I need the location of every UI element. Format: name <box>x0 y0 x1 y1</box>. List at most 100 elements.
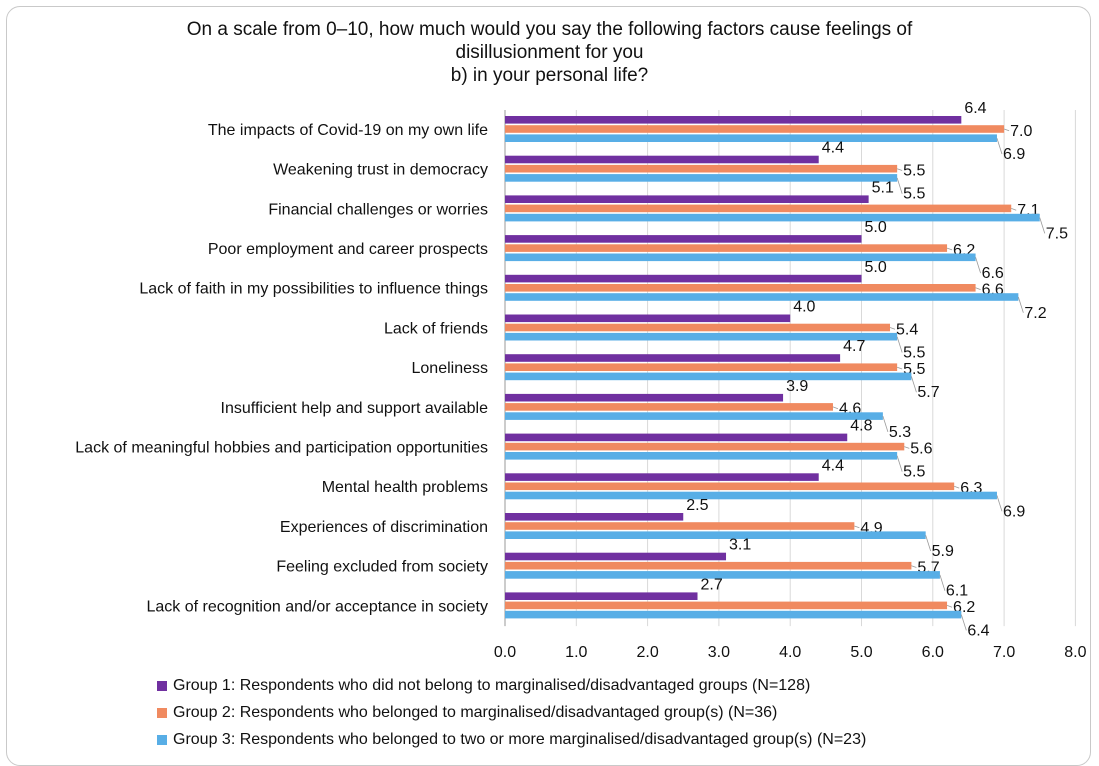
bar-group3 <box>505 452 898 460</box>
leader-line-group2 <box>897 366 903 370</box>
data-label-group1: 4.0 <box>793 299 815 316</box>
legend: Group 1: Respondents who did not belong … <box>157 672 866 753</box>
leader-line-group2 <box>911 565 917 568</box>
legend-swatch-group2 <box>157 707 167 718</box>
data-label-group1: 3.1 <box>729 537 751 554</box>
leader-line-group3 <box>882 415 889 433</box>
legend-item-group1: Group 1: Respondents who did not belong … <box>157 672 866 699</box>
bar-group2 <box>505 244 948 252</box>
x-tick-label: 4.0 <box>779 644 801 660</box>
legend-swatch-group1 <box>157 680 167 691</box>
x-tick-label: 8.0 <box>1064 644 1086 660</box>
x-tick-label: 3.0 <box>708 644 730 660</box>
x-tick-label: 6.0 <box>922 644 944 660</box>
category-label: Poor employment and career prospects <box>208 241 488 258</box>
bar-group3 <box>505 571 940 579</box>
bar-chart: 0.0 1.0 2.0 3.0 4.0 5.0 6.0 7.0 8.0 The impacts o… <box>75 100 1086 660</box>
category-label: Loneliness <box>412 360 489 377</box>
leader-line-group2 <box>1011 208 1017 211</box>
data-label-group1: 6.4 <box>964 100 986 117</box>
bar-group1 <box>505 473 819 481</box>
bar-group2 <box>505 482 955 491</box>
leader-line-group3 <box>1039 217 1046 234</box>
bar-group3 <box>505 412 883 420</box>
bar-group2 <box>505 125 1005 133</box>
leader-line-group2 <box>904 446 910 449</box>
bar-group2 <box>505 403 833 411</box>
leader-line-group3 <box>925 535 932 552</box>
data-label-group3: 6.9 <box>1003 146 1025 163</box>
data-label-group3: 5.3 <box>889 424 911 441</box>
x-tick-label: 2.0 <box>636 644 658 660</box>
data-label-group3: 6.6 <box>982 265 1004 282</box>
bar-group3 <box>505 372 912 381</box>
leader-line-group2 <box>832 406 839 410</box>
category-label: Lack of meaningful hobbies and participa… <box>75 439 488 456</box>
data-label-group2: 5.6 <box>910 440 932 457</box>
leader-line-group3 <box>996 495 1003 512</box>
title-line-2: disillusionment for you <box>455 42 644 63</box>
bar-group1 <box>505 433 848 442</box>
x-tick-label: 5.0 <box>850 644 872 660</box>
data-label-group3: 6.1 <box>946 583 968 600</box>
title-line-3: b) in your personal life? <box>450 65 649 86</box>
x-tick-label: 0.0 <box>494 644 516 660</box>
data-label-group3: 7.2 <box>1024 305 1046 322</box>
bar-group1 <box>505 235 862 243</box>
bar-group2 <box>505 164 898 173</box>
bar-group1 <box>505 592 698 600</box>
data-label-group1: 2.7 <box>701 576 723 593</box>
legend-label-group2: Group 2: Respondents who belonged to mar… <box>173 703 778 721</box>
bar-group2 <box>505 442 905 451</box>
bar-group2 <box>505 601 948 610</box>
bar-group1 <box>505 155 819 164</box>
data-label-group3: 5.9 <box>932 543 954 560</box>
bar-group1 <box>505 393 784 402</box>
data-label-group3: 5.7 <box>917 384 939 401</box>
bar-group3 <box>505 253 976 262</box>
category-label: Lack of faith in my possibilities to inf… <box>139 281 488 298</box>
leader-line-group3 <box>1017 296 1024 313</box>
leader-line-group3 <box>975 257 981 274</box>
bar-group1 <box>505 552 727 561</box>
category-label: Lack of recognition and/or acceptance in… <box>146 598 488 615</box>
bar-group3 <box>505 332 898 341</box>
leader-line-group3 <box>996 138 1003 155</box>
data-label-group1: 5.1 <box>872 179 894 196</box>
leader-line-group2 <box>946 605 953 608</box>
leader-line-group2 <box>975 287 981 290</box>
data-label-group1: 5.0 <box>865 259 887 276</box>
bar-group2 <box>505 363 898 371</box>
leader-line-group2 <box>897 168 903 171</box>
data-label-group1: 2.5 <box>686 497 708 514</box>
leader-line-group2 <box>954 485 960 489</box>
leader-line-group2 <box>889 327 896 330</box>
leader-line-group3 <box>896 455 903 472</box>
bar-group1 <box>505 354 841 362</box>
data-label-group3: 5.5 <box>903 345 925 362</box>
legend-label-group3: Group 3: Respondents who belonged to two… <box>173 730 867 748</box>
bar-group1 <box>505 274 862 283</box>
bar-group1 <box>505 513 684 521</box>
category-label: Financial challenges or worries <box>268 201 488 218</box>
data-label-group3: 7.5 <box>1046 225 1068 242</box>
bar-group3 <box>505 491 997 500</box>
x-tick-label: 7.0 <box>993 644 1015 660</box>
data-label-group2: 5.4 <box>896 321 918 338</box>
data-label-group1: 3.9 <box>786 378 808 395</box>
bar-group3 <box>505 134 997 142</box>
legend-label-group1: Group 1: Respondents who did not belong … <box>173 676 811 694</box>
bar-group3 <box>505 531 926 539</box>
category-label: Mental health problems <box>322 479 488 496</box>
bar-group2 <box>505 323 891 332</box>
leader-line-group3 <box>896 177 903 194</box>
bar-group3 <box>505 610 962 619</box>
bar-group2 <box>505 284 976 292</box>
bar-group3 <box>505 213 1040 222</box>
data-label-group1: 5.0 <box>865 219 887 236</box>
data-label-group1: 4.4 <box>822 140 844 157</box>
data-label-group3: 6.4 <box>967 622 989 639</box>
legend-swatch-group3 <box>157 734 167 745</box>
bar-group3 <box>505 293 1019 301</box>
leader-line-group2 <box>1003 128 1010 132</box>
